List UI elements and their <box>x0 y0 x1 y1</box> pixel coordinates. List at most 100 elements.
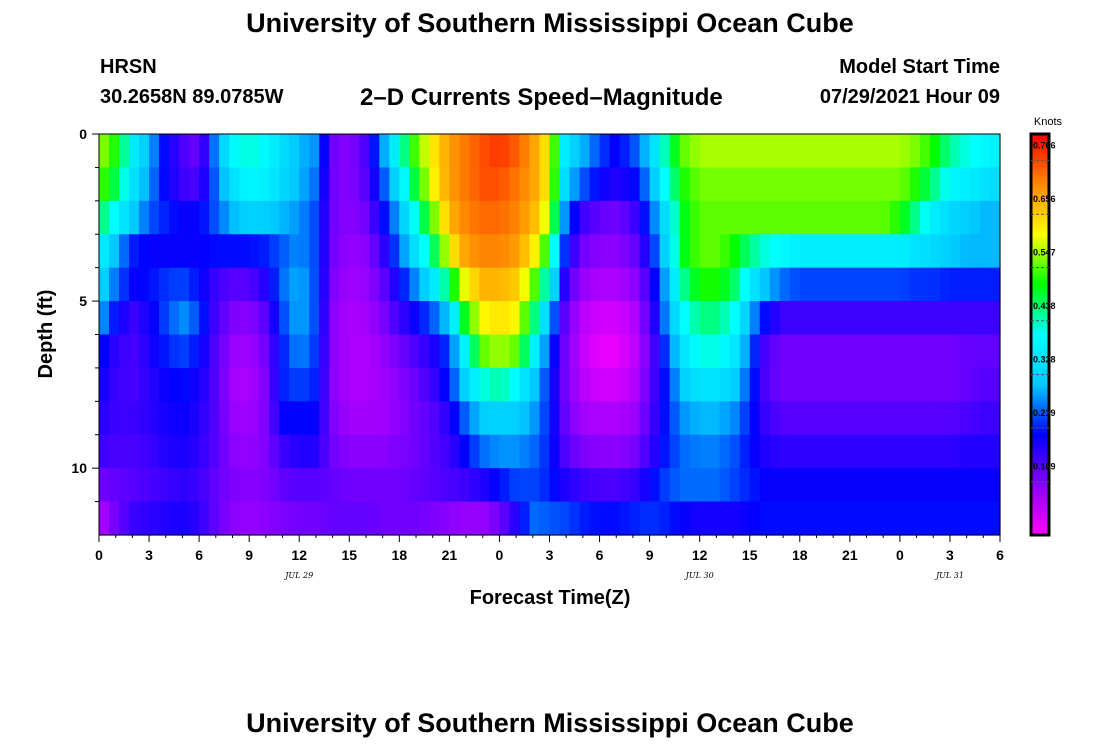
heatmap-cell <box>629 334 641 369</box>
heatmap-cell <box>369 468 380 503</box>
heatmap-cell <box>749 334 761 369</box>
heatmap-cell <box>959 167 971 202</box>
heatmap-cell <box>459 501 471 536</box>
heatmap-cell <box>749 134 761 169</box>
heatmap-cell <box>519 468 531 503</box>
heatmap-cell <box>249 301 260 336</box>
heatmap-cell <box>269 200 280 235</box>
heatmap-cell <box>229 334 240 369</box>
heatmap-cell <box>929 134 941 169</box>
heatmap-cell <box>599 334 611 369</box>
heatmap-cell <box>429 367 440 402</box>
heatmap-cell <box>879 401 891 436</box>
heatmap-cell <box>739 501 751 536</box>
heatmap-cell <box>409 367 420 402</box>
heatmap-cell <box>749 267 761 302</box>
x-tick-label: 0 <box>896 547 904 563</box>
heatmap-cell <box>969 267 981 302</box>
heatmap-cell <box>789 367 801 402</box>
heatmap-cell <box>499 334 511 369</box>
heatmap-cell <box>909 267 921 302</box>
heatmap-cell <box>819 434 831 469</box>
heatmap-cell <box>779 468 791 503</box>
heatmap-cell <box>419 301 430 336</box>
heatmap-cell <box>169 501 180 536</box>
heatmap-cell <box>129 234 140 269</box>
heatmap-cell <box>529 167 541 202</box>
heatmap-cell <box>399 134 410 169</box>
heatmap-cell <box>579 301 591 336</box>
heatmap-cell <box>249 134 260 169</box>
heatmap-cell <box>609 367 621 402</box>
heatmap-cell <box>459 167 471 202</box>
heatmap-cell <box>609 468 621 503</box>
heatmap-cell <box>979 134 991 169</box>
heatmap-cell <box>389 134 400 169</box>
heatmap-cell <box>739 200 751 235</box>
heatmap-cell <box>189 167 200 202</box>
heatmap-cell <box>499 301 511 336</box>
heatmap-cell <box>869 134 881 169</box>
heatmap-cell <box>659 501 671 536</box>
heatmap-cell <box>139 134 150 169</box>
heatmap-cell <box>429 200 440 235</box>
heatmap-cell <box>879 434 891 469</box>
heatmap-cell <box>369 334 380 369</box>
heatmap-cell <box>719 200 731 235</box>
heatmap-cell <box>129 501 140 536</box>
heatmap-cell <box>99 301 110 336</box>
heatmap-cell <box>949 267 961 302</box>
heatmap-cell <box>129 401 140 436</box>
heatmap-cell <box>769 334 781 369</box>
heatmap-cell <box>799 401 811 436</box>
heatmap-cell <box>779 167 791 202</box>
heatmap-cell <box>459 334 471 369</box>
heatmap-cell <box>119 234 130 269</box>
heatmap-cell <box>649 134 661 169</box>
heatmap-cell <box>759 167 771 202</box>
heatmap-cell <box>519 501 531 536</box>
heatmap-cell <box>499 200 511 235</box>
heatmap-cell <box>839 200 851 235</box>
heatmap-cell <box>429 401 440 436</box>
heatmap-cell <box>589 434 601 469</box>
heatmap-cell <box>719 234 731 269</box>
heatmap-cell <box>939 401 951 436</box>
heatmap-cell <box>639 501 651 536</box>
heatmap-cell <box>449 468 460 503</box>
heatmap-cell <box>509 468 521 503</box>
heatmap-cell <box>599 234 611 269</box>
heatmap-cell <box>909 234 921 269</box>
heatmap-cell <box>609 134 621 169</box>
heatmap-cell <box>489 501 501 536</box>
heatmap-cell <box>529 434 541 469</box>
heatmap-cell <box>159 501 170 536</box>
heatmap-cell <box>349 468 360 503</box>
heatmap-cell <box>239 501 250 536</box>
heatmap-cell <box>659 334 671 369</box>
heatmap-cell <box>869 401 881 436</box>
heatmap-cell <box>749 200 761 235</box>
colorbar-gradient <box>1031 134 1049 535</box>
heatmap-cell <box>229 301 240 336</box>
heatmap-cell <box>209 501 220 536</box>
heatmap-cell <box>899 301 911 336</box>
heatmap-cell <box>609 301 621 336</box>
heatmap-cell <box>809 234 821 269</box>
heatmap-cell <box>879 234 891 269</box>
heatmap-cell <box>959 401 971 436</box>
heatmap-cell <box>619 401 631 436</box>
heatmap-cell <box>659 367 671 402</box>
heatmap-cell <box>679 234 691 269</box>
heatmap-cell <box>799 434 811 469</box>
heatmap-cell <box>389 234 400 269</box>
heatmap-cell <box>159 434 170 469</box>
heatmap-cell <box>119 468 130 503</box>
heatmap-cell <box>539 468 551 503</box>
heatmap-cell <box>339 468 350 503</box>
heatmap-cell <box>149 301 160 336</box>
heatmap-cell <box>169 301 180 336</box>
heatmap-cell <box>779 301 791 336</box>
heatmap-cell <box>689 434 701 469</box>
heatmap-cell <box>169 334 180 369</box>
